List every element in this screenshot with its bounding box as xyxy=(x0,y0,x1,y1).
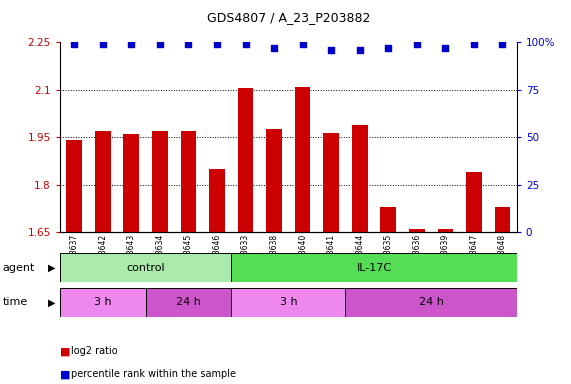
Bar xyxy=(60,288,146,317)
Point xyxy=(469,41,478,47)
Bar xyxy=(380,207,396,232)
Bar xyxy=(152,131,168,232)
Point xyxy=(155,41,164,47)
Bar xyxy=(238,88,254,232)
Text: ■: ■ xyxy=(60,346,70,356)
Text: ■: ■ xyxy=(60,369,70,379)
Point xyxy=(127,41,136,47)
Text: 24 h: 24 h xyxy=(419,297,444,308)
Bar xyxy=(180,131,196,232)
Text: ▶: ▶ xyxy=(49,263,56,273)
Point xyxy=(184,41,193,47)
Point xyxy=(441,45,450,51)
Bar xyxy=(95,131,111,232)
Text: 3 h: 3 h xyxy=(94,297,111,308)
Text: time: time xyxy=(3,297,28,308)
Point xyxy=(70,41,79,47)
Text: ▶: ▶ xyxy=(49,297,56,308)
Bar xyxy=(409,229,425,232)
Bar xyxy=(494,207,510,232)
Text: 24 h: 24 h xyxy=(176,297,201,308)
Bar xyxy=(295,87,311,232)
Point xyxy=(412,41,421,47)
Bar xyxy=(123,134,139,232)
Bar xyxy=(345,288,517,317)
Point xyxy=(241,41,250,47)
Text: GDS4807 / A_23_P203882: GDS4807 / A_23_P203882 xyxy=(207,12,370,25)
Bar xyxy=(323,132,339,232)
Point xyxy=(355,47,364,53)
Text: log2 ratio: log2 ratio xyxy=(71,346,118,356)
Point xyxy=(498,41,507,47)
Point xyxy=(98,41,107,47)
Bar xyxy=(209,169,225,232)
Bar xyxy=(266,129,282,232)
Point xyxy=(212,41,222,47)
Bar xyxy=(437,229,453,232)
Text: IL-17C: IL-17C xyxy=(356,263,392,273)
Bar xyxy=(231,288,345,317)
Point xyxy=(384,45,393,51)
Bar xyxy=(66,141,82,232)
Bar xyxy=(466,172,482,232)
Point xyxy=(270,45,279,51)
Bar xyxy=(231,253,517,282)
Bar xyxy=(146,288,231,317)
Point xyxy=(298,41,307,47)
Text: control: control xyxy=(126,263,165,273)
Point xyxy=(327,47,336,53)
Text: 3 h: 3 h xyxy=(280,297,297,308)
Text: percentile rank within the sample: percentile rank within the sample xyxy=(71,369,236,379)
Text: agent: agent xyxy=(3,263,35,273)
Bar xyxy=(352,124,368,232)
Bar xyxy=(60,253,231,282)
